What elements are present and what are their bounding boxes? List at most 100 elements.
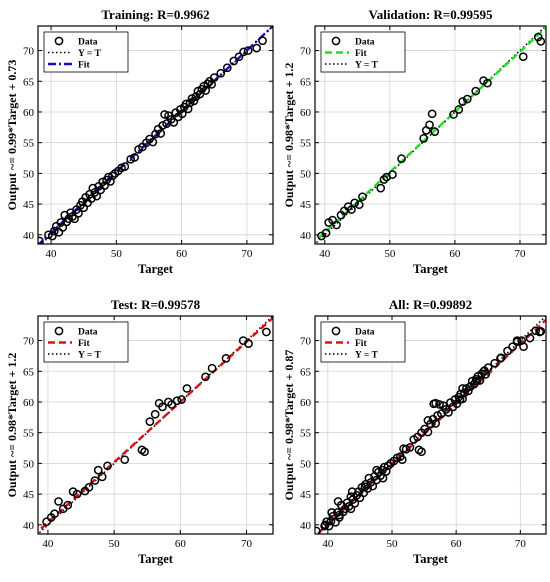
y-tick-label: 60: [300, 397, 312, 409]
legend-label: Fit: [355, 49, 367, 59]
x-tick-label: 50: [109, 538, 121, 550]
data-point: [182, 384, 192, 393]
chart-title: Test: R=0.99578: [111, 297, 201, 312]
data-point: [358, 192, 367, 202]
panel-2: 40 50 60 70 40 45 50 55 60 65 70 Validation: R=0.99…: [282, 7, 547, 276]
data-point: [229, 56, 239, 66]
data-point: [419, 134, 429, 143]
y-tick-label: 60: [23, 107, 35, 119]
data-point: [92, 191, 102, 201]
data-point: [347, 205, 356, 214]
data-point: [63, 500, 73, 510]
legend-marker-data: [54, 326, 64, 336]
data-point: [372, 465, 381, 475]
x-tick-label: 40: [42, 538, 54, 550]
data-point: [48, 231, 57, 241]
legend-marker-data: [331, 326, 341, 336]
data-point: [332, 220, 341, 230]
y-tick-label: 65: [23, 366, 35, 378]
axes-box: [314, 315, 547, 535]
data-point: [350, 198, 360, 208]
data-point: [431, 419, 440, 428]
x-tick-label: 50: [384, 248, 396, 260]
axes-box: [37, 315, 274, 535]
data-point: [512, 336, 522, 345]
y-tick-label: 45: [23, 199, 35, 211]
data-point: [431, 398, 440, 408]
data-point: [360, 482, 370, 492]
legend-label: Fit: [78, 339, 90, 349]
data-point: [496, 354, 505, 363]
x-tick-label: 60: [449, 248, 461, 260]
data-point: [458, 97, 468, 106]
data-point: [172, 396, 182, 406]
data-point: [383, 461, 393, 471]
data-point: [327, 508, 337, 517]
data-point: [397, 455, 407, 465]
panel-4: 40 50 60 70 40 45 50 55 60 65 70 All: R=0.99892 Targ…: [282, 297, 547, 566]
data-point: [56, 218, 66, 227]
x-tick-label: 50: [387, 538, 399, 550]
legend-label: Data: [355, 38, 375, 48]
data-point: [189, 96, 199, 106]
data-point: [203, 79, 213, 89]
data-point: [525, 333, 535, 343]
plot-content: [38, 316, 273, 534]
x-axis-label: Target: [413, 552, 449, 566]
y-tick-label: 45: [300, 199, 312, 211]
data-point: [508, 342, 517, 352]
data-point: [177, 395, 186, 404]
data-point: [456, 389, 466, 399]
x-tick-label: 40: [319, 248, 331, 260]
panel-1: 40 50 60 70 40 45 50 55 60 65 70 Training: R=0.9962…: [5, 7, 274, 276]
data-point: [104, 172, 113, 182]
y-tick-label: 50: [300, 458, 312, 470]
axes-box: [37, 25, 274, 245]
y-tick-label: 70: [23, 336, 35, 348]
data-point: [435, 400, 444, 409]
data-point: [207, 363, 217, 373]
data-point: [90, 476, 100, 485]
data-point: [72, 489, 82, 499]
plot-content: [315, 316, 546, 534]
x-tick-label: 70: [515, 538, 527, 550]
x-tick-label: 70: [514, 248, 526, 260]
y-tick-label: 55: [300, 428, 312, 440]
data-point: [322, 517, 331, 527]
y-tick-label: 55: [23, 138, 35, 150]
y-tick-label: 65: [23, 76, 35, 88]
data-point: [93, 465, 103, 475]
data-point: [181, 99, 191, 109]
x-tick-label: 60: [176, 248, 188, 260]
data-point: [423, 416, 433, 425]
y-tick-label: 40: [23, 230, 35, 242]
data-point: [209, 73, 219, 82]
data-point: [364, 473, 374, 483]
data-point: [106, 177, 115, 186]
data-point: [326, 516, 336, 526]
y-axis-label: Output ~= 0.98*Target + 0.87: [282, 350, 296, 501]
data-point: [480, 366, 489, 376]
y-tick-label: 50: [23, 168, 35, 180]
fit-line: [38, 316, 273, 533]
data-point: [490, 358, 500, 368]
data-point: [84, 482, 94, 492]
y-tick-label: 50: [23, 458, 35, 470]
x-axis-label: Target: [138, 552, 174, 566]
data-point: [531, 326, 541, 336]
data-point: [471, 86, 481, 96]
y-tick-label: 70: [23, 46, 35, 58]
data-point: [243, 46, 253, 55]
y-tick-label: 40: [300, 520, 312, 532]
x-axis-label: Target: [138, 262, 174, 276]
data-point: [388, 170, 397, 179]
x-tick-label: 40: [46, 248, 58, 260]
legend-label: Y = T: [78, 49, 101, 59]
data-point: [234, 52, 244, 62]
plot-content: [38, 26, 273, 244]
data-point: [169, 118, 179, 127]
data-point: [381, 467, 391, 476]
